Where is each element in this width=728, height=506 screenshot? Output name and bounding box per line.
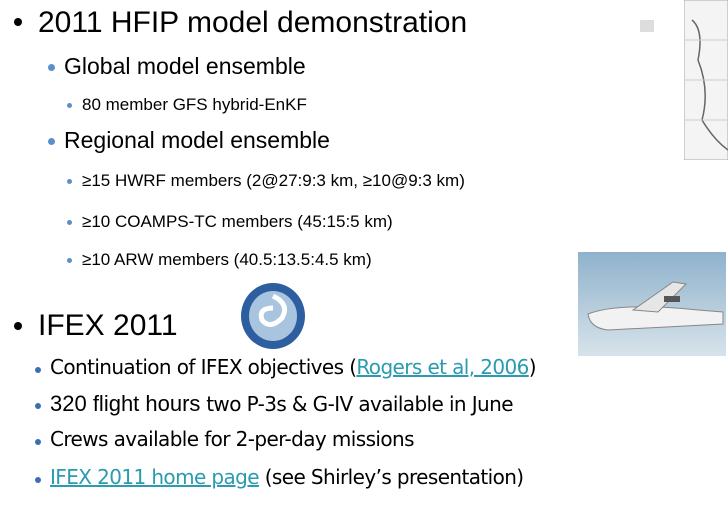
link[interactable]: Rogers et al, 2006	[356, 355, 528, 379]
bullet	[67, 258, 72, 263]
heading: 2011 HFIP model demonstration	[38, 8, 467, 38]
item: Continuation of IFEX objectives (Rogers …	[50, 357, 536, 377]
text: (see Shirley’s presentation)	[259, 465, 524, 489]
item: IFEX 2011 home page (see Shirley’s prese…	[50, 467, 524, 487]
bullet	[67, 179, 72, 184]
heading: IFEX 2011	[38, 311, 178, 341]
bullet	[67, 103, 72, 108]
bullet	[35, 367, 41, 373]
bullet	[35, 439, 41, 445]
logo-image	[240, 282, 306, 350]
bullet	[14, 322, 22, 330]
icon	[640, 20, 654, 32]
bullet	[48, 138, 55, 145]
subheading: Regional model ensemble	[64, 129, 330, 152]
bullet	[35, 403, 41, 409]
item: ≥10 ARW members (40.5:13.5:4.5 km)	[82, 251, 372, 268]
slide: 2011 HFIP model demonstration Global mod…	[0, 0, 728, 506]
item: ≥15 HWRF members (2@27:9:3 km, ≥10@9:3 k…	[82, 172, 465, 189]
item: 80 member GFS hybrid-EnKF	[82, 96, 307, 113]
emphasis: 320 flight hours	[50, 391, 200, 416]
subheading: Global model ensemble	[64, 55, 306, 78]
bullet	[35, 477, 41, 483]
text: )	[529, 355, 536, 379]
aircraft-image	[578, 252, 726, 356]
text: Continuation of IFEX objectives (	[50, 355, 356, 379]
item: 320 flight hours two P-3s & G-IV availab…	[50, 393, 513, 415]
bullet	[14, 18, 22, 26]
text: two P-3s & G-IV available in June	[200, 392, 512, 416]
map-image	[684, 0, 728, 160]
item: Crews available for 2-per-day missions	[50, 429, 414, 449]
bullet	[48, 64, 55, 71]
bullet	[67, 220, 72, 225]
link[interactable]: IFEX 2011 home page	[50, 465, 259, 489]
item: ≥10 COAMPS-TC members (45:15:5 km)	[82, 213, 393, 230]
